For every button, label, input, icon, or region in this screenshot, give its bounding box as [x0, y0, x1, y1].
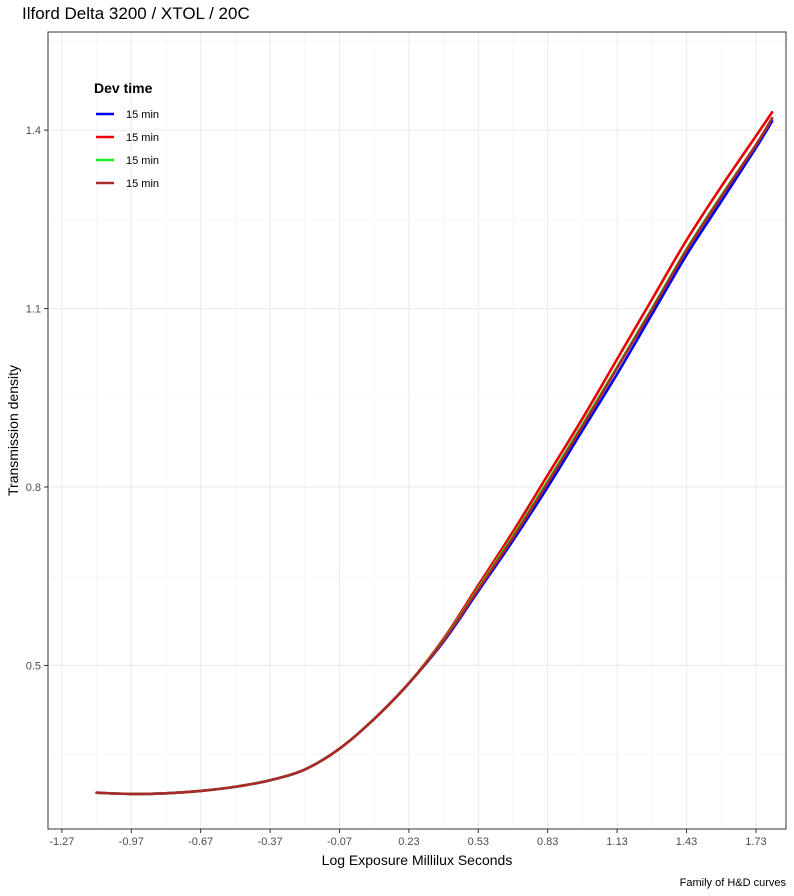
legend-label-2: 15 min: [126, 132, 159, 144]
y-tick-label: 0.8: [26, 482, 41, 494]
legend-label-4: 15 min: [126, 178, 159, 190]
x-tick-label: -1.27: [49, 836, 74, 848]
series-lines: [95, 110, 774, 796]
series-line-4: [95, 116, 774, 796]
x-tick-label: 1.73: [745, 836, 766, 848]
x-tick-label: 1.13: [606, 836, 627, 848]
y-tick-label: 0.5: [26, 660, 41, 672]
series-line-2: [95, 110, 774, 796]
legend-label-1: 15 min: [126, 109, 159, 121]
grid: [48, 32, 786, 829]
y-axis-title: Transmission density: [5, 365, 21, 496]
x-tick-label: -0.07: [327, 836, 352, 848]
x-tick-label: 0.23: [398, 836, 419, 848]
series-line-1: [95, 119, 774, 796]
y-tick-label: 1.1: [26, 304, 41, 316]
x-tick-label: 1.43: [676, 836, 697, 848]
x-tick-label: -0.67: [188, 836, 213, 848]
x-tick-label: 0.53: [468, 836, 489, 848]
chart-title: Ilford Delta 3200 / XTOL / 20C: [22, 4, 250, 23]
x-tick-label: -0.97: [119, 836, 144, 848]
chart-caption: Family of H&D curves: [680, 877, 787, 889]
legend-title: Dev time: [94, 80, 153, 96]
legend-label-3: 15 min: [126, 155, 159, 167]
x-tick-label: -0.37: [258, 836, 283, 848]
plot-panel-border: [47, 31, 787, 830]
legend: Dev time 15 min 15 min 15 min 15 min: [94, 80, 159, 190]
x-axis-title: Log Exposure Millilux Seconds: [322, 852, 513, 868]
x-tick-label: 0.83: [537, 836, 558, 848]
axes: -1.27 -0.97 -0.67 -0.37 -0.07 0.23 0.53 0.83 1.1…: [26, 125, 767, 848]
y-tick-label: 1.4: [26, 125, 41, 137]
